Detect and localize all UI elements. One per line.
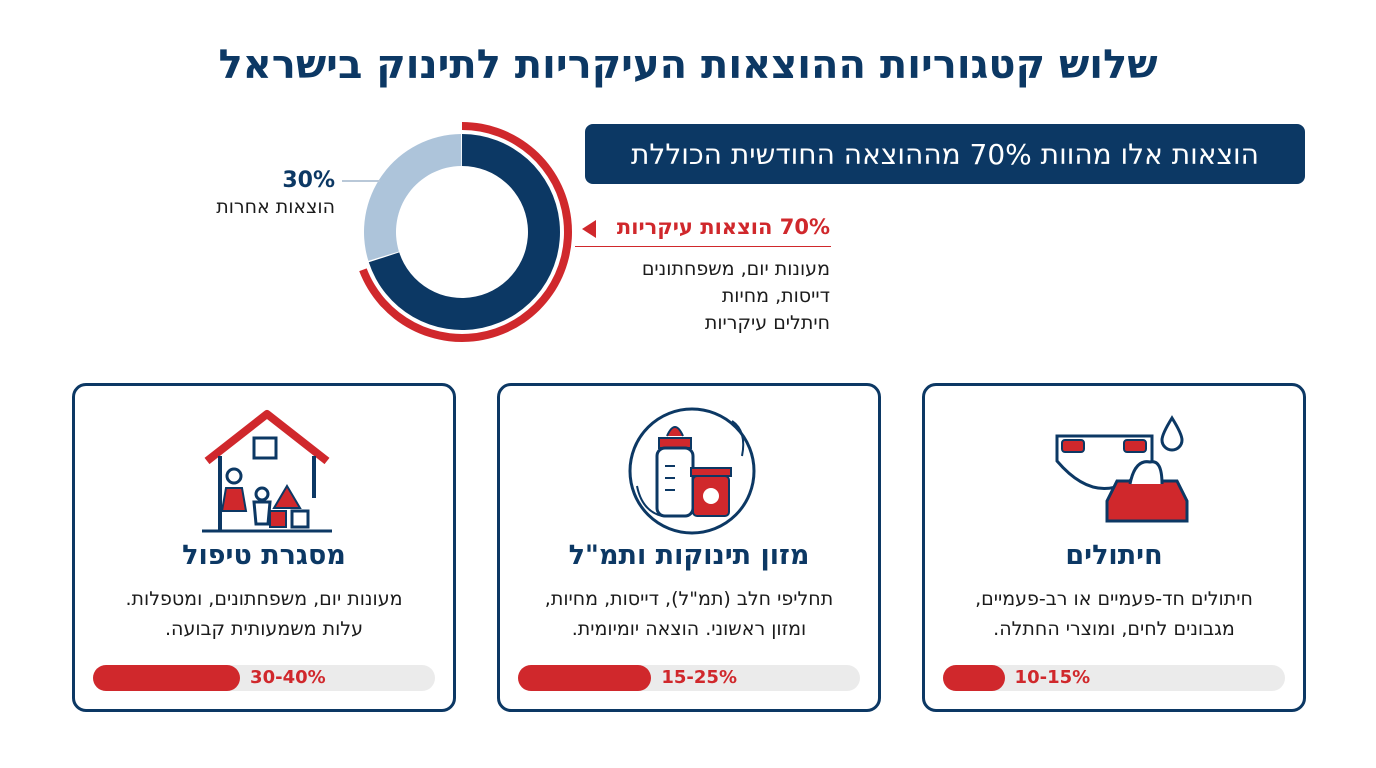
card-care: מסגרת טיפול מעונות יום, משפחתונים, ומטפל… <box>72 383 456 712</box>
leader-line-other <box>342 180 380 182</box>
card-description: תחליפי חלב (תמ"ל), דייסות, מחיות, ומזון ר… <box>510 584 868 644</box>
progress-bar: 15-25% <box>518 665 860 691</box>
progress-fill <box>943 665 1005 691</box>
range-label: 15-25% <box>661 667 737 688</box>
progress-fill <box>93 665 241 691</box>
desc-line: תחליפי חלב (תמ"ל), דייסות, מחיות, <box>544 588 834 610</box>
progress-bar: 30-40% <box>93 665 435 691</box>
card-description: מעונות יום, משפחתונים, ומטפלות. עלות משמע… <box>85 584 443 644</box>
diaper-wipes-icon <box>1055 415 1189 523</box>
summary-banner: הוצאות אלו מהוות 70% מההוצאה החודשית הכו… <box>585 124 1305 184</box>
main-description: מעונות יום, משפחתונים דייסות, מחיות חיתל… <box>560 256 830 337</box>
page-title: שלוש קטגוריות ההוצאות העיקריות לתינוק בי… <box>218 42 1158 88</box>
divider <box>575 246 831 247</box>
card-food: מזון תינוקות ותמ"ל תחליפי חלב (תמ"ל), די… <box>497 383 881 712</box>
desc-line: מעונות יום, משפחתונים <box>641 258 830 280</box>
house-family-icon <box>202 410 332 533</box>
desc-line: מגבונים לחים, ומוצרי החתלה. <box>993 618 1235 640</box>
desc-line: עלות משמעותית קבועה. <box>165 618 363 640</box>
card-title: חיתולים <box>1065 540 1163 571</box>
card-title: מזון תינוקות ותמ"ל <box>568 540 810 571</box>
donut-chart <box>359 122 572 342</box>
progress-fill <box>518 665 652 691</box>
card-title: מסגרת טיפול <box>182 540 346 571</box>
desc-line: חיתולים חד-פעמיים או רב-פעמיים, <box>975 588 1253 610</box>
baby-bottle-food-icon <box>628 407 756 535</box>
main-label: 70% הוצאות עיקריות <box>590 215 830 239</box>
desc-line: מעונות יום, משפחתונים, ומטפלות. <box>125 588 403 610</box>
donut-segment-main <box>368 134 560 330</box>
desc-line: דייסות, מחיות <box>721 285 830 307</box>
main-percentage: 70% <box>779 215 830 239</box>
range-label: 10-15% <box>1014 667 1091 688</box>
range-label: 30-40% <box>250 667 326 688</box>
desc-line: ומזון ראשוני. הוצאה יומיומית. <box>571 618 807 640</box>
desc-line: חיתלים עיקריות <box>704 312 830 334</box>
main-label-text: הוצאות עיקריות <box>616 215 773 239</box>
progress-bar: 10-15% <box>943 665 1285 691</box>
arrow-left-icon <box>582 220 596 238</box>
other-label: הוצאות אחרות <box>216 196 335 218</box>
card-description: חיתולים חד-פעמיים או רב-פעמיים, מגבונים ל… <box>935 584 1293 644</box>
card-diapers: חיתולים חיתולים חד-פעמיים או רב-פעמיים, מ… <box>922 383 1306 712</box>
other-percentage: 30% <box>282 168 335 193</box>
donut-segment-other <box>364 134 462 261</box>
